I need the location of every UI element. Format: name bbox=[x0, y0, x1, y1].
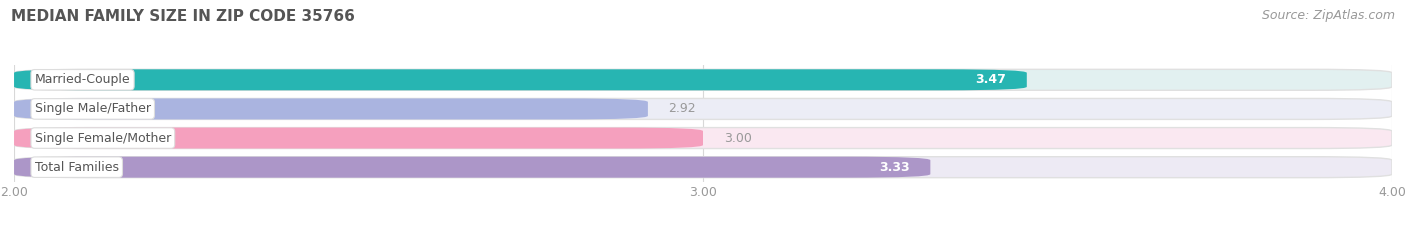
Text: Married-Couple: Married-Couple bbox=[35, 73, 131, 86]
Text: 3.33: 3.33 bbox=[879, 161, 910, 174]
FancyBboxPatch shape bbox=[14, 69, 1026, 90]
Text: Single Male/Father: Single Male/Father bbox=[35, 103, 150, 115]
Text: MEDIAN FAMILY SIZE IN ZIP CODE 35766: MEDIAN FAMILY SIZE IN ZIP CODE 35766 bbox=[11, 9, 356, 24]
FancyBboxPatch shape bbox=[14, 128, 703, 149]
Text: Single Female/Mother: Single Female/Mother bbox=[35, 132, 172, 144]
Text: 3.47: 3.47 bbox=[976, 73, 1007, 86]
Text: 2.92: 2.92 bbox=[668, 103, 696, 115]
FancyBboxPatch shape bbox=[14, 98, 1392, 119]
FancyBboxPatch shape bbox=[14, 128, 1392, 149]
FancyBboxPatch shape bbox=[14, 157, 1392, 178]
FancyBboxPatch shape bbox=[14, 157, 931, 178]
Text: 3.00: 3.00 bbox=[724, 132, 752, 144]
FancyBboxPatch shape bbox=[14, 69, 1392, 90]
Text: Total Families: Total Families bbox=[35, 161, 118, 174]
FancyBboxPatch shape bbox=[14, 98, 648, 119]
Text: Source: ZipAtlas.com: Source: ZipAtlas.com bbox=[1261, 9, 1395, 22]
